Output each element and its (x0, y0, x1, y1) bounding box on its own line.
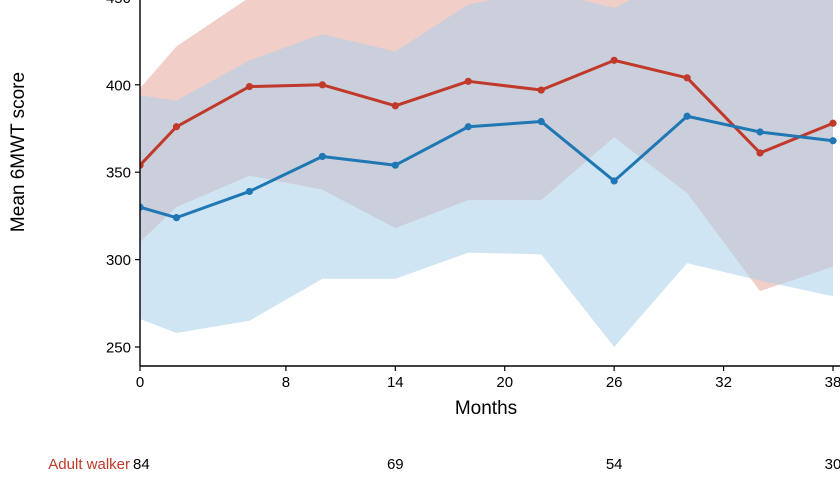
x-tick-label: 32 (715, 374, 732, 391)
data-point (464, 77, 472, 85)
confidence-band-2 (140, 0, 833, 347)
data-point (683, 112, 691, 120)
data-point (756, 149, 764, 157)
y-tick-label: 400 (106, 77, 131, 94)
data-point (245, 187, 254, 196)
series-points (140, 56, 837, 222)
risk-count: 84 (133, 456, 150, 473)
risk-count: 69 (387, 456, 404, 473)
data-point (318, 152, 326, 161)
risk-row-label: Adult walker (48, 456, 130, 473)
data-point (537, 117, 545, 126)
data-point (683, 74, 691, 82)
data-point (172, 123, 181, 131)
x-tick-label: 8 (282, 374, 290, 391)
x-tick-label: 0 (136, 374, 144, 391)
data-point (829, 137, 837, 145)
y-axis-label: Mean 6MWT score (8, 72, 29, 232)
data-point (391, 161, 399, 169)
x-tick-label: 26 (606, 374, 623, 391)
data-point (140, 203, 144, 211)
data-point (245, 82, 254, 91)
data-point (318, 81, 326, 89)
data-point (391, 102, 399, 110)
data-point (829, 119, 837, 127)
confidence-bands (140, 0, 833, 347)
y-tick-label: 300 (106, 252, 131, 269)
data-point (464, 123, 472, 131)
x-tick-label: 20 (496, 374, 513, 391)
number-at-risk-table: Adult walker 84 69 54 30 (48, 456, 840, 473)
data-point (172, 214, 181, 222)
y-tick-label: 350 (106, 165, 131, 182)
data-point (140, 161, 144, 169)
risk-count: 54 (606, 456, 623, 473)
data-point (610, 177, 618, 185)
data-point (756, 128, 764, 136)
data-point (610, 56, 618, 64)
y-tick-label: 250 (106, 340, 131, 357)
y-tick-label: 450 (106, 0, 131, 7)
risk-count: 30 (825, 456, 840, 473)
x-axis-label: Months (455, 398, 517, 419)
x-tick-label: 38 (825, 374, 840, 391)
axes: 250 300 350 400 450 0 8 14 20 26 32 38 (106, 0, 840, 391)
x-tick-label: 14 (387, 374, 404, 391)
data-point (537, 86, 545, 94)
